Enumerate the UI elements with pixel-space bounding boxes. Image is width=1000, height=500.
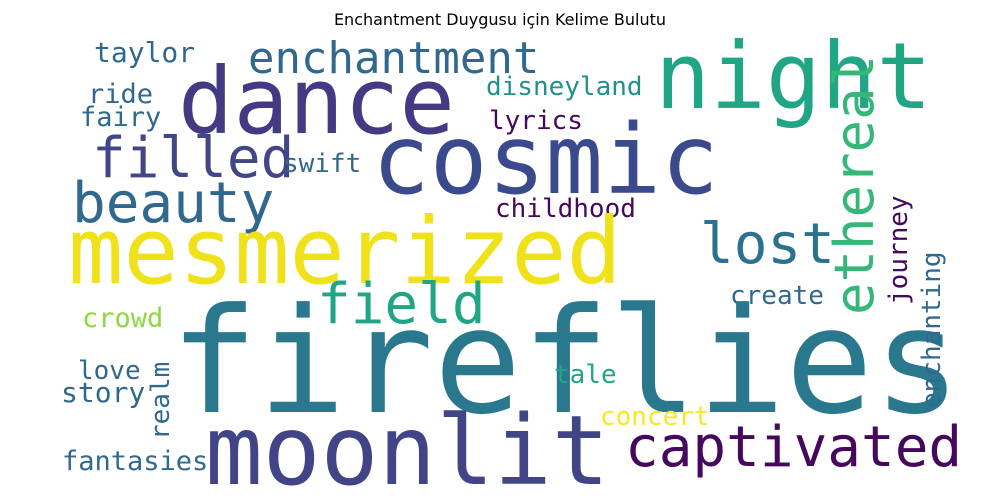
word-fireflies: fireflies: [170, 277, 961, 447]
cloud-title: Enchantment Duygusu için Kelime Bulutu: [333, 10, 667, 29]
word-enchanting: enchanting: [917, 251, 947, 408]
word-tale: tale: [554, 360, 617, 390]
word-cosmic: cosmic: [372, 104, 719, 216]
word-ride: ride: [88, 79, 153, 110]
word-filled: filled: [92, 126, 294, 191]
word-create: create: [730, 281, 824, 311]
word-crowd: crowd: [82, 303, 163, 334]
word-taylor: taylor: [94, 36, 195, 69]
word-fairy: fairy: [80, 102, 161, 133]
word-journey: journey: [884, 195, 914, 305]
word-fantasies: fantasies: [62, 446, 208, 477]
word-enchantment: enchantment: [248, 33, 539, 84]
word-mesmerized: mesmerized: [68, 198, 622, 305]
word-lyrics: lyrics: [489, 106, 583, 136]
word-swift: swift: [283, 149, 361, 179]
word-dance: dance: [178, 48, 455, 155]
word-realm: realm: [146, 362, 176, 440]
word-moonlit: moonlit: [205, 395, 610, 500]
word-love: love: [78, 356, 141, 386]
word-captivated: captivated: [625, 415, 962, 480]
word-beauty: ethereal: [823, 55, 886, 315]
word-ethereal: beauty: [72, 171, 274, 236]
word-story: story: [61, 376, 145, 409]
word-lost: lost: [700, 212, 835, 277]
word-night: night: [655, 23, 932, 130]
word-field: field: [317, 272, 486, 337]
word-concert: concert: [600, 402, 710, 432]
word-childhood: childhood: [495, 194, 636, 224]
word-disneyland: disneyland: [486, 72, 643, 102]
